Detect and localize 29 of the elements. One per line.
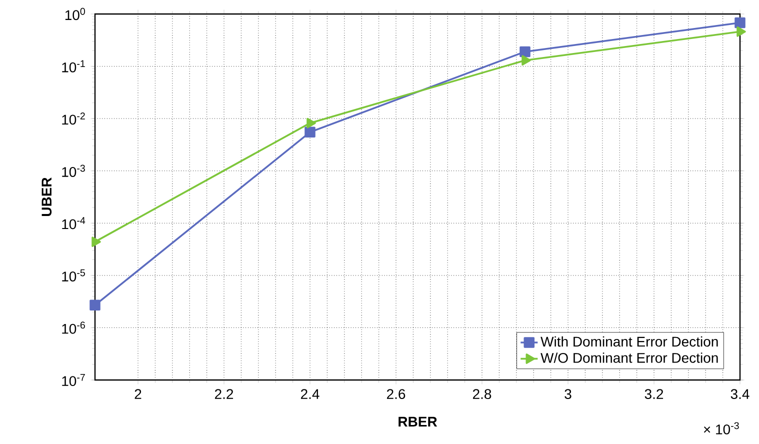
point bbox=[90, 300, 100, 311]
point bbox=[306, 118, 316, 128]
point bbox=[92, 236, 101, 247]
x-tick-label: 2 bbox=[134, 389, 142, 399]
y-tick-label: 10$^{-5}$ bbox=[62, 269, 85, 282]
y-tick-label: 10$^{-7}$ bbox=[62, 374, 85, 386]
x-axis-title: RBER bbox=[398, 416, 438, 426]
text: × 10$^{-3}$ bbox=[704, 422, 739, 434]
point bbox=[736, 26, 746, 37]
point bbox=[734, 17, 746, 28]
x-tick-label: 2.4 bbox=[300, 389, 320, 399]
y-tick-label: 10$^{0}$ bbox=[65, 8, 85, 20]
y-tick-label: 10$^{-1}$ bbox=[62, 60, 85, 72]
x-tick-label: 2.8 bbox=[472, 389, 492, 400]
y-tick-label: 10$^{-3}$ bbox=[62, 164, 85, 177]
x-tick-label: 2.2 bbox=[214, 389, 234, 399]
y-axis-title: UBER bbox=[42, 177, 52, 216]
legend-label: W/O Dominant Error Dection bbox=[540, 352, 718, 363]
x-tick-label: 3.2 bbox=[644, 389, 664, 400]
y-tick-label: 10$^{-4}$ bbox=[62, 217, 86, 230]
legend-label: With Dominant Error Dection bbox=[540, 336, 718, 347]
x-tick-label: 2.6 bbox=[386, 389, 406, 400]
point bbox=[304, 126, 316, 138]
point bbox=[520, 46, 530, 58]
y-tick-label: 10$^{-6}$ bbox=[62, 322, 85, 334]
y-tick-label: 10$^{-2}$ bbox=[62, 112, 85, 125]
x-tick-label: 3 bbox=[564, 389, 572, 400]
x-tick-label: 3.4 bbox=[730, 389, 750, 400]
point bbox=[522, 55, 531, 66]
